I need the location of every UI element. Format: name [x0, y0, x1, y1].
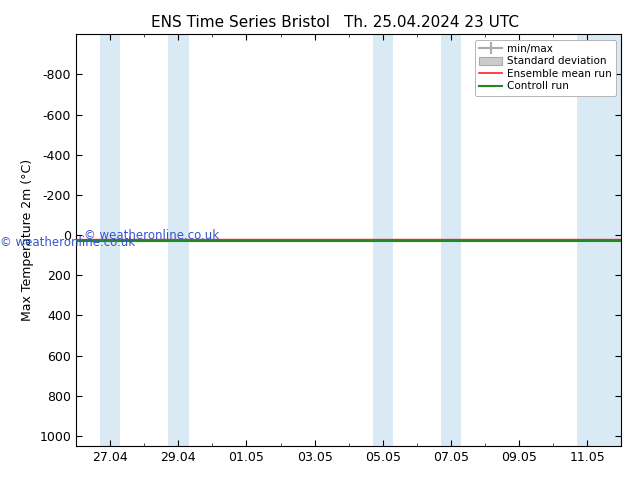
Text: ENS Time Series Bristol: ENS Time Series Bristol	[152, 15, 330, 30]
Text: © weatheronline.co.uk: © weatheronline.co.uk	[84, 228, 219, 242]
Text: Th. 25.04.2024 23 UTC: Th. 25.04.2024 23 UTC	[344, 15, 519, 30]
Y-axis label: Max Temperature 2m (°C): Max Temperature 2m (°C)	[21, 159, 34, 321]
Legend: min/max, Standard deviation, Ensemble mean run, Controll run: min/max, Standard deviation, Ensemble me…	[475, 40, 616, 96]
Bar	[168, 34, 188, 446]
Bar	[373, 34, 393, 446]
Bar	[441, 34, 461, 446]
Bar	[577, 34, 621, 446]
Bar	[100, 34, 120, 446]
Text: © weatheronline.co.uk: © weatheronline.co.uk	[0, 236, 135, 249]
